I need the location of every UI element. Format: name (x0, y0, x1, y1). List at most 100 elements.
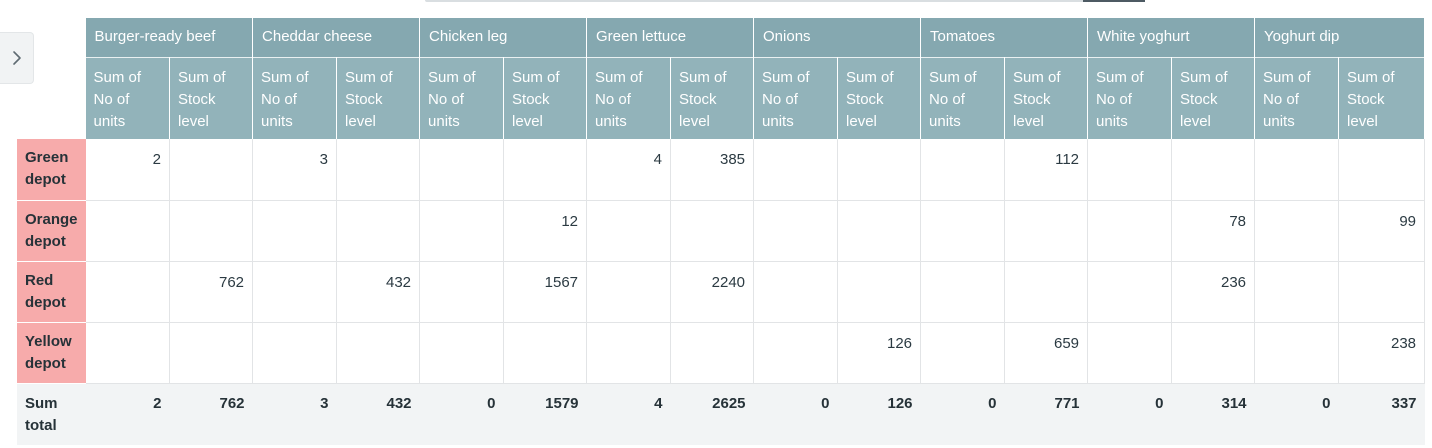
top-scroll-indicator (425, 0, 1145, 2)
table-cell: 4 (586, 139, 672, 201)
corner-cell (17, 18, 86, 139)
product-header[interactable]: Tomatoes (920, 18, 1089, 57)
table-cell (753, 322, 839, 384)
table-cell (1171, 322, 1256, 384)
measure-header[interactable]: Sum of No of units (920, 56, 1006, 139)
measure-header[interactable]: Sum of No of units (85, 56, 171, 139)
table-cell: 432 (336, 261, 421, 323)
total-row: Sum total 2 762 3 432 0 1579 4 2625 0 126 0 771 0 314 0… (17, 383, 1425, 445)
table-cell (85, 261, 171, 323)
table-cell (85, 200, 171, 262)
table-cell (1254, 261, 1340, 323)
table-cell (1338, 139, 1426, 201)
table-cell: 762 (169, 261, 254, 323)
table-cell (1171, 139, 1256, 201)
total-cell: 1579 (503, 383, 587, 445)
measure-header[interactable]: Sum of No of units (1087, 56, 1173, 139)
table-cell (85, 322, 171, 384)
total-cell: 432 (336, 383, 420, 445)
table-cell (753, 261, 839, 323)
table-cell (1087, 200, 1173, 262)
total-cell: 126 (837, 383, 921, 445)
table-cell (419, 139, 505, 201)
table-cell (1338, 261, 1426, 323)
measure-header[interactable]: Sum of No of units (753, 56, 839, 139)
total-cell: 3 (252, 383, 337, 445)
row-label[interactable]: Green depot (17, 139, 86, 201)
measure-header[interactable]: Sum of No of units (1254, 56, 1340, 139)
product-header[interactable]: Cheddar cheese (252, 18, 421, 57)
measure-header[interactable]: Sum of Stock level (670, 56, 755, 139)
chevron-right-icon (12, 51, 21, 65)
row-label[interactable]: Orange depot (17, 200, 86, 262)
table-cell (1004, 261, 1089, 323)
product-header[interactable]: Onions (753, 18, 922, 57)
total-cell: 762 (169, 383, 253, 445)
table-cell (1254, 200, 1340, 262)
table-cell (336, 322, 421, 384)
table-cell: 659 (1004, 322, 1089, 384)
table-cell (1087, 261, 1173, 323)
total-cell: 771 (1004, 383, 1088, 445)
table-cell (586, 322, 672, 384)
table-cell: 78 (1171, 200, 1256, 262)
measure-header[interactable]: Sum of Stock level (1338, 56, 1426, 139)
table-cell: 3 (252, 139, 338, 201)
table-cell (336, 200, 421, 262)
table-cell (503, 322, 588, 384)
table-cell (920, 200, 1006, 262)
measure-header[interactable]: Sum of Stock level (169, 56, 254, 139)
total-cell: 0 (753, 383, 838, 445)
product-header-row: Burger-ready beef Cheddar cheese Chicken… (17, 18, 1426, 57)
table-cell: 2240 (670, 261, 755, 323)
table-cell: 2 (85, 139, 171, 201)
table-cell: 112 (1004, 139, 1089, 201)
table-cell (1254, 139, 1340, 201)
table-cell (419, 322, 505, 384)
product-header[interactable]: Green lettuce (586, 18, 755, 57)
product-header[interactable]: Burger-ready beef (85, 18, 254, 57)
table-cell (169, 322, 254, 384)
row-label[interactable]: Yellow depot (17, 322, 86, 384)
measure-header[interactable]: Sum of No of units (252, 56, 338, 139)
table-cell (419, 200, 505, 262)
table-cell (252, 322, 338, 384)
total-cell: 0 (1254, 383, 1339, 445)
table-cell (586, 200, 672, 262)
measure-header[interactable]: Sum of Stock level (1004, 56, 1089, 139)
table-cell (1004, 200, 1089, 262)
measure-header[interactable]: Sum of Stock level (837, 56, 922, 139)
table-cell (1254, 322, 1340, 384)
table-row: Red depot 762 432 1567 2240 236 (17, 261, 1426, 323)
table-cell (920, 139, 1006, 201)
measure-header[interactable]: Sum of Stock level (336, 56, 421, 139)
measure-header[interactable]: Sum of Stock level (1171, 56, 1256, 139)
table-row: Green depot 2 3 4 385 112 (17, 139, 1426, 201)
table-cell (252, 200, 338, 262)
table-cell (753, 200, 839, 262)
product-header[interactable]: White yoghurt (1087, 18, 1256, 57)
total-label: Sum total (17, 383, 86, 445)
pivot-table: Burger-ready beef Cheddar cheese Chicken… (17, 18, 1426, 445)
table-cell (1087, 322, 1173, 384)
total-cell: 337 (1338, 383, 1425, 445)
product-header[interactable]: Yoghurt dip (1254, 18, 1426, 57)
total-cell: 2 (85, 383, 170, 445)
table-cell: 99 (1338, 200, 1426, 262)
table-cell (336, 139, 421, 201)
table-cell (837, 200, 922, 262)
table-cell: 236 (1171, 261, 1256, 323)
total-cell: 0 (1087, 383, 1172, 445)
measure-header[interactable]: Sum of No of units (419, 56, 505, 139)
table-cell (252, 261, 338, 323)
total-cell: 2625 (670, 383, 754, 445)
measure-header-row: Sum of No of units Sum of Stock level Sum … (17, 56, 1426, 139)
row-label[interactable]: Red depot (17, 261, 86, 323)
expand-panel-button[interactable] (0, 32, 34, 84)
table-cell (503, 139, 588, 201)
total-cell: 0 (920, 383, 1005, 445)
table-cell (837, 139, 922, 201)
measure-header[interactable]: Sum of No of units (586, 56, 672, 139)
product-header[interactable]: Chicken leg (419, 18, 588, 57)
measure-header[interactable]: Sum of Stock level (503, 56, 588, 139)
